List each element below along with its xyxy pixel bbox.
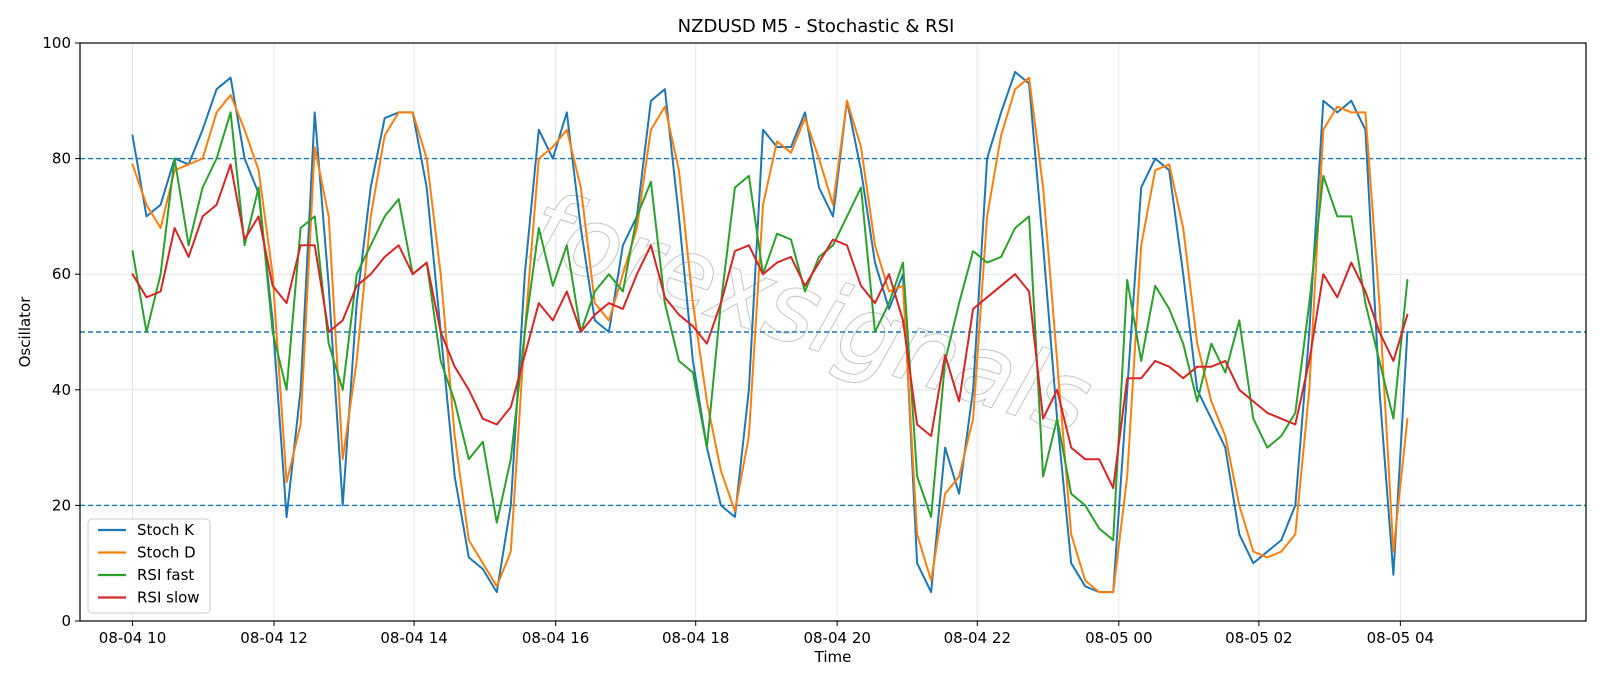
y-axis-label: Oscillator — [16, 296, 34, 368]
y-tick-label: 60 — [52, 265, 71, 283]
x-tick-label: 08-04 22 — [944, 629, 1011, 647]
y-tick-label: 0 — [61, 612, 71, 630]
legend-label: RSI fast — [137, 566, 194, 584]
legend-label: RSI slow — [137, 589, 200, 607]
series-line-stoch-d — [131, 76, 1409, 594]
legend-items: Stoch K Stoch D RSI fast RSI slow — [98, 521, 200, 607]
x-tick-label: 08-04 12 — [240, 629, 307, 647]
x-axis-label: Time — [814, 648, 852, 666]
legend-box — [87, 518, 211, 614]
y-tick-label: 80 — [52, 150, 71, 168]
series-layer — [131, 70, 1409, 594]
x-tick-label: 08-04 16 — [522, 629, 589, 647]
series-line-rsi-fast — [131, 111, 1409, 542]
series-line-rsi-slow — [131, 163, 1409, 490]
x-tick-label: 08-05 02 — [1225, 629, 1292, 647]
plot-area-frame — [79, 42, 1587, 622]
x-tick-label: 08-04 14 — [380, 629, 447, 647]
series-line-stoch-k — [131, 70, 1409, 594]
x-tick-label: 08-04 10 — [99, 629, 166, 647]
y-tick-label: 20 — [52, 496, 71, 514]
axis-layer: 0 20 40 60 80 100 08-04 10 08-04 12 08-04 14 08-0… — [42, 34, 1434, 647]
x-tick-label: 08-04 18 — [662, 629, 729, 647]
chart-title: NZDUSD M5 - Stochastic & RSI — [678, 16, 955, 37]
legend-label: Stoch K — [137, 521, 195, 539]
legend-label: Stoch D — [137, 544, 196, 562]
legend: Stoch K Stoch D RSI fast RSI slow — [87, 518, 211, 614]
y-tick-label: 100 — [42, 34, 71, 52]
x-tick-label: 08-04 20 — [803, 629, 870, 647]
y-tick-label: 40 — [52, 381, 71, 399]
x-tick-label: 08-05 04 — [1367, 629, 1434, 647]
x-tick-label: 08-05 00 — [1085, 629, 1152, 647]
